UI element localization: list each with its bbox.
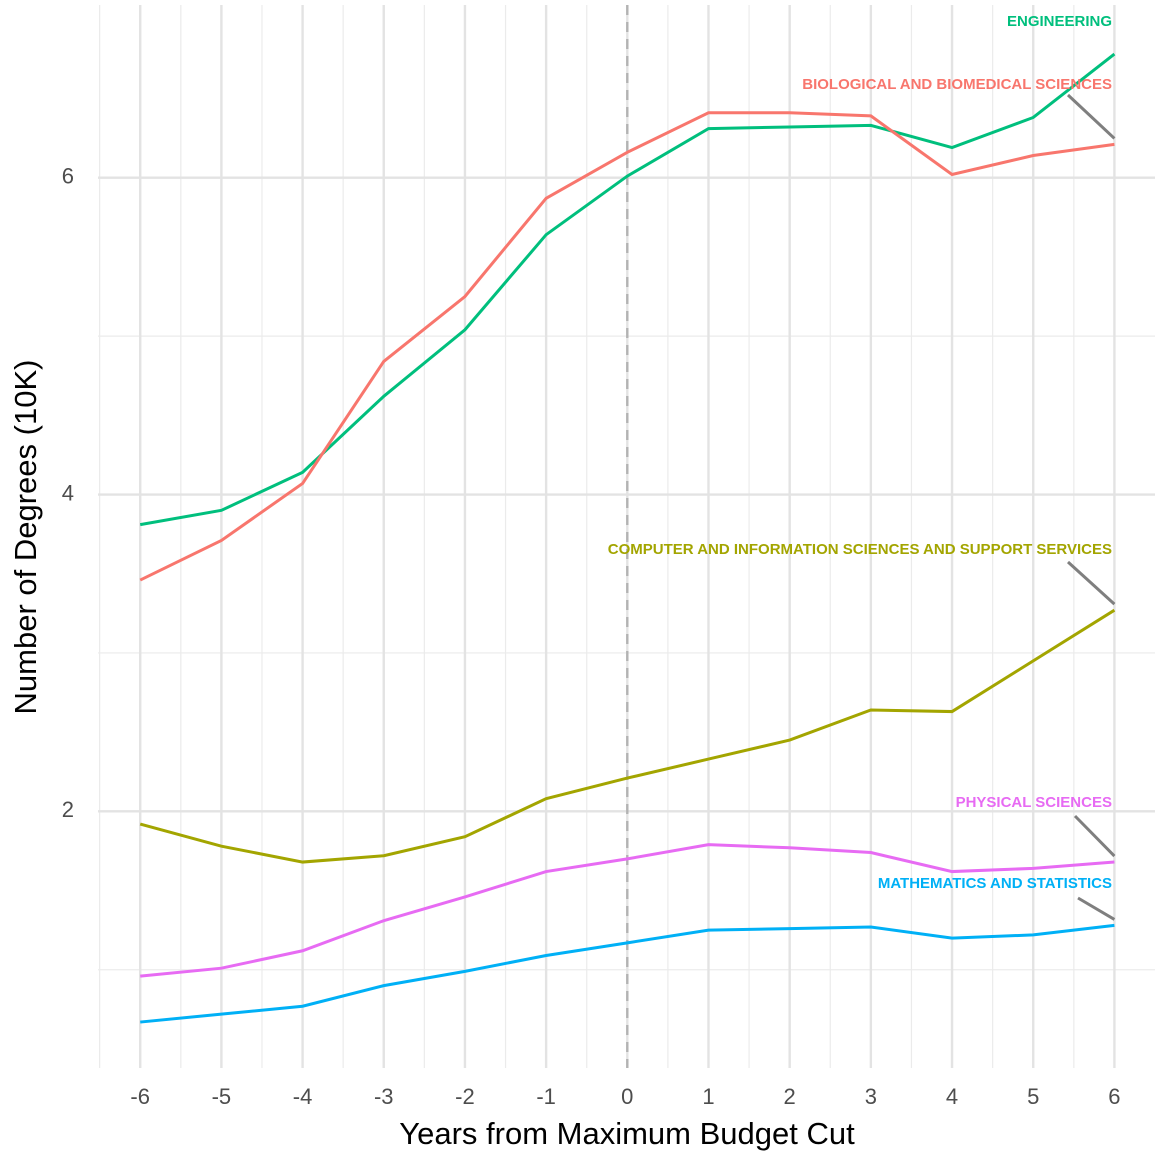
x-tick-label: -2 [455,1084,475,1109]
x-tick-label: 1 [702,1084,714,1109]
series-line [140,843,1115,978]
series-line [140,923,1115,1024]
x-tick-label: -6 [130,1084,150,1109]
series-label: ENGINEERING [1007,13,1112,30]
series-line [139,608,1116,864]
y-tick-label: 2 [62,797,74,822]
leader-line [1077,896,1116,921]
y-tick-label: 4 [62,480,74,505]
x-tick-label: -4 [293,1084,313,1109]
x-tick-label: 5 [1027,1084,1039,1109]
x-axis-title: Years from Maximum Budget Cut [399,1116,855,1151]
series-line [139,111,1115,582]
series-line [139,52,1116,527]
leader-line [1073,814,1116,858]
x-tick-label: 3 [865,1084,877,1109]
x-tick-label: 0 [621,1084,633,1109]
x-tick-label: 6 [1108,1084,1120,1109]
series-label: COMPUTER AND INFORMATION SCIENCES AND SU… [608,541,1112,558]
y-axis-title: Number of Degrees (10K) [8,360,43,715]
x-tick-label: -3 [374,1084,394,1109]
leader-line [1066,560,1116,606]
x-tick-label: -5 [212,1084,232,1109]
x-tick-label: -1 [536,1084,556,1109]
x-tick-label: 2 [784,1084,796,1109]
series-label: PHYSICAL SCIENCES [956,794,1112,811]
y-tick-label: 6 [62,163,74,188]
series-label: BIOLOGICAL AND BIOMEDICAL SCIENCES [802,76,1112,93]
series-label: MATHEMATICS AND STATISTICS [878,875,1112,892]
x-tick-label: 4 [946,1084,958,1109]
leader-line [1066,93,1116,140]
